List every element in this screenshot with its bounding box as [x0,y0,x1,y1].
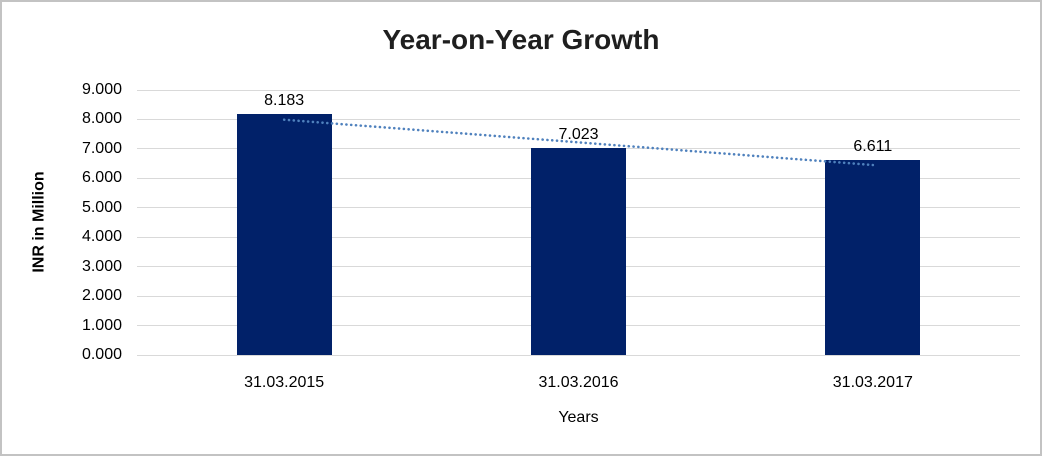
bar-31-03-2016 [531,148,626,355]
x-tick-label: 31.03.2016 [538,374,619,391]
y-tick-label: 9.000 [81,81,122,98]
y-tick-label: 3.000 [81,257,122,275]
y-tick-label: 8.000 [81,110,122,128]
gridline [137,354,1020,356]
bar-value-label: 8.183 [264,92,305,110]
y-tick-label: 6.000 [81,169,122,187]
y-tick-label: 2.000 [81,287,122,305]
bar-31-03-2017 [825,160,921,355]
x-tick-label: 31.03.2017 [832,374,913,391]
x-tick-label: 31.03.2015 [244,374,325,391]
gridline [137,89,1020,91]
bar-31-03-2015 [236,114,332,355]
y-tick-label: 7.000 [81,139,122,157]
y-tick-label: 4.000 [81,228,122,246]
bar-value-label: 6.611 [853,138,893,156]
bar-value-label: 7.023 [558,126,599,144]
y-tick-label: 0.000 [81,346,122,363]
y-tick-label: 1.000 [81,316,122,334]
x-axis-title: Years [558,409,599,426]
y-tick-label: 5.000 [81,198,122,216]
chart-title: Year-on-Year Growth [382,24,660,55]
